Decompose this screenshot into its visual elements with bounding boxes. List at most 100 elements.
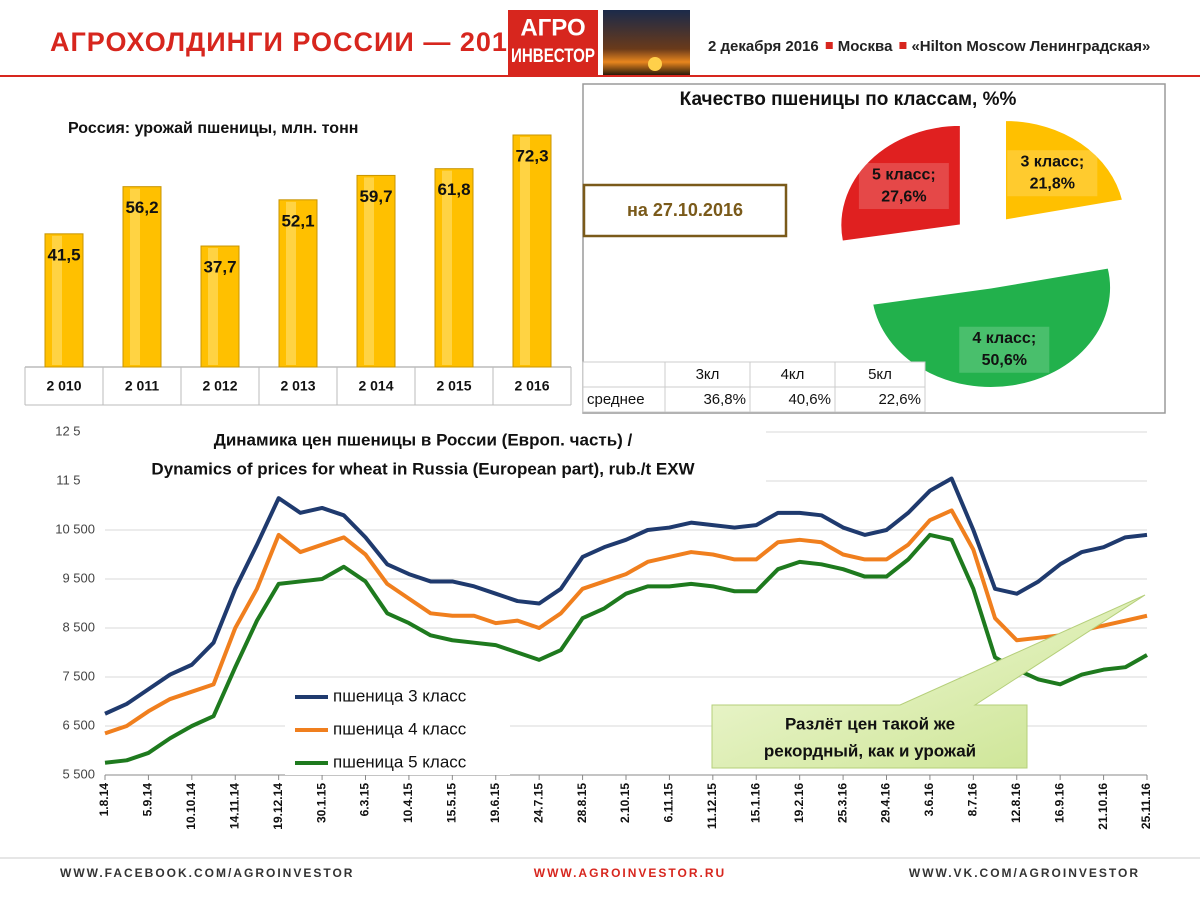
x-tick-label: 6.3.15 — [358, 783, 372, 817]
x-tick-label: 2.10.15 — [618, 783, 632, 823]
label-bg — [1007, 150, 1098, 197]
slice-label: 5 класс; — [872, 166, 936, 183]
label-bg — [959, 326, 1050, 373]
y-tick-label: 10 500 — [55, 521, 95, 536]
x-tick-label: 2 012 — [202, 378, 237, 394]
label-bg — [858, 163, 949, 210]
slice-label: 4 класс; — [972, 330, 1036, 347]
table-cell: среднее — [587, 391, 645, 408]
pie-slice — [1004, 119, 1124, 222]
event-info: 2 декабря 2016 Москва «Hilton Moscow Ленин… — [708, 38, 1150, 55]
x-tick-label: 10.4.15 — [401, 783, 415, 823]
y-tick-label: 9 500 — [62, 570, 95, 585]
slice-label: 3 класс; — [1020, 153, 1084, 170]
x-tick-label: 10.10.14 — [184, 783, 198, 830]
pie-slice — [839, 124, 962, 243]
pie-chart: Качество пшеницы по классам, %% на 27.10.… — [582, 89, 1124, 389]
table-header: 5кл — [868, 366, 892, 383]
x-tick-label: 2 014 — [358, 378, 393, 394]
bar — [278, 199, 318, 368]
pie-slice — [871, 266, 1112, 389]
legend-label: пшеница 5 класс — [333, 752, 467, 771]
x-tick-label: 29.4.16 — [879, 783, 893, 823]
table-cell: 36,8% — [703, 391, 746, 408]
table-header: 3кл — [696, 366, 720, 383]
x-tick-label: 3.6.16 — [922, 783, 936, 817]
event-text: Москва — [838, 38, 893, 55]
header-title: АГРОХОЛДИНГИ РОССИИ — 2016 — [50, 27, 524, 57]
table-cell: 22,6% — [878, 391, 921, 408]
bar-shine — [52, 235, 62, 365]
bar-shine — [364, 177, 374, 365]
title-box — [80, 425, 766, 485]
x-tick-label: 14.11.14 — [227, 783, 241, 829]
legend-label: пшеница 3 класс — [333, 686, 467, 705]
footer-link[interactable]: WWW.FACEBOOK.COM/AGROINVESTOR — [60, 866, 354, 880]
bar — [512, 134, 552, 368]
x-tick-label: 28.8.15 — [575, 783, 589, 823]
callout-text: рекордный, как и урожай — [764, 741, 976, 760]
value-label: 56,2 — [125, 198, 158, 217]
y-tick-label: 7 500 — [62, 668, 95, 683]
bar-shine — [130, 188, 140, 365]
value-label: 59,7 — [359, 187, 392, 206]
x-tick-label: 6.11.15 — [662, 783, 676, 823]
date-badge-text: на 27.10.2016 — [627, 200, 743, 220]
footer-link[interactable]: WWW.AGROINVESTOR.RU — [534, 866, 726, 880]
slice-value: 27,6% — [881, 188, 926, 205]
value-label: 41,5 — [47, 245, 80, 264]
bar-chart: Россия: урожай пшеницы, млн. тонн 41,5 2 0… — [24, 120, 572, 406]
table-cell: 40,6% — [788, 391, 831, 408]
x-tick-label: 2 011 — [125, 378, 159, 394]
x-tick-label: 25.3.16 — [835, 783, 849, 823]
logo-box — [508, 10, 598, 75]
x-tick-label: 15.1.16 — [748, 783, 762, 823]
event-text: 2 декабря 2016 — [708, 38, 819, 55]
bar-shine — [442, 170, 452, 365]
x-tick-label: 2 013 — [280, 378, 315, 394]
x-tick-label: 24.7.15 — [531, 783, 545, 823]
chart-title: Динамика цен пшеницы в России (Европ. ча… — [214, 430, 633, 449]
x-tick-label: 16.9.16 — [1052, 783, 1066, 823]
x-tick-label: 21.10.16 — [1096, 783, 1110, 830]
x-tick-label: 2 016 — [514, 378, 549, 394]
logo-text: ИНВЕСТОР — [511, 46, 595, 67]
bar — [356, 174, 396, 368]
summary-table: 3кл 4кл 5кл среднее 36,8% 40,6% 22,6% — [582, 361, 926, 413]
bar — [122, 186, 162, 368]
x-tick-label: 19.2.16 — [792, 783, 806, 823]
x-tick-label: 30.1.15 — [314, 783, 328, 823]
x-tick-label: 11.12.15 — [705, 783, 719, 829]
logo-photo — [603, 10, 690, 75]
chart-title: Россия: урожай пшеницы, млн. тонн — [68, 120, 358, 137]
callout-text: Разлёт цен такой же — [785, 714, 955, 733]
x-tick-label: 2 010 — [46, 378, 81, 394]
slice-value: 21,8% — [1030, 175, 1075, 192]
footer-link[interactable]: WWW.VK.COM/AGROINVESTOR — [909, 866, 1140, 880]
bar-shine — [520, 137, 530, 365]
slice-value: 50,6% — [982, 352, 1027, 369]
x-tick-label: 15.5.15 — [445, 783, 459, 823]
chart-title: Качество пшеницы по классам, %% — [680, 89, 1017, 110]
x-tick-label: 12.8.16 — [1009, 783, 1023, 823]
series-line — [104, 508, 1148, 736]
date-badge — [582, 183, 788, 238]
logo-sun — [648, 57, 662, 71]
logo-text: АГРО — [520, 14, 585, 41]
y-tick-label: 6 500 — [62, 717, 95, 732]
bar — [434, 168, 474, 368]
x-tick-label: 1.8.14 — [97, 783, 111, 817]
y-tick-label: 8 500 — [62, 619, 95, 634]
value-label: 72,3 — [515, 146, 548, 165]
bar-shine — [286, 201, 296, 365]
bar-shine — [208, 248, 218, 365]
callout — [711, 594, 1146, 769]
value-label: 37,7 — [203, 258, 236, 277]
chart-title: Dynamics of prices for wheat in Russia (… — [151, 459, 695, 478]
value-label: 61,8 — [437, 180, 470, 199]
series-line — [104, 476, 1148, 716]
bar — [44, 233, 84, 368]
x-tick-label: 19.12.14 — [271, 783, 285, 830]
